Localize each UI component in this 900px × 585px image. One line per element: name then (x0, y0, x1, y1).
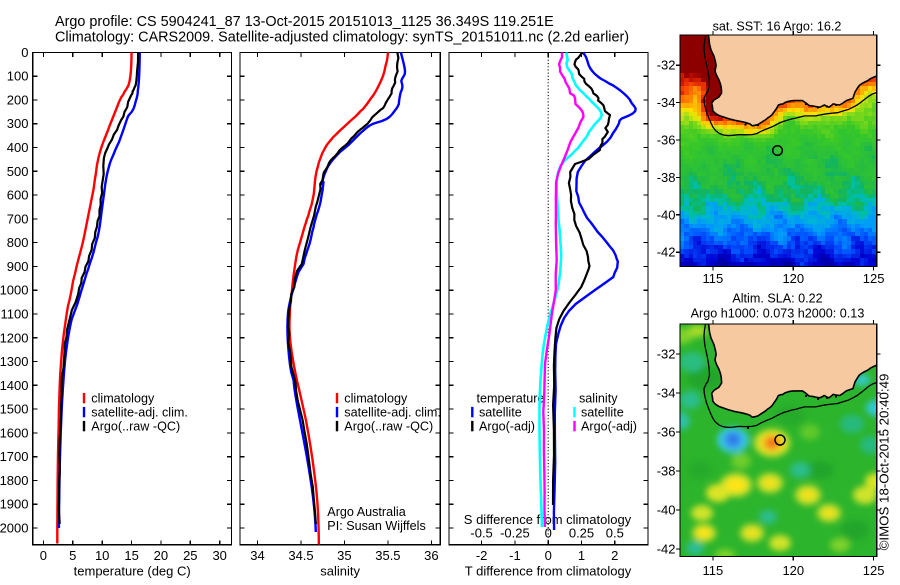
svg-text:1700: 1700 (0, 449, 29, 464)
svg-text:-40: -40 (657, 503, 676, 518)
svg-text:-40: -40 (657, 207, 676, 222)
svg-text:-36: -36 (657, 425, 676, 440)
svg-text:Argo(-adj): Argo(-adj) (479, 420, 535, 434)
svg-text:S difference from climatology: S difference from climatology (464, 512, 632, 527)
svg-text:35: 35 (337, 548, 351, 563)
svg-text:salinity: salinity (579, 392, 618, 406)
svg-text:©IMOS 18-Oct-2015 20:40:49: ©IMOS 18-Oct-2015 20:40:49 (877, 374, 892, 551)
svg-text:5: 5 (69, 548, 76, 563)
svg-text:115: 115 (703, 271, 724, 286)
svg-text:25: 25 (183, 548, 197, 563)
svg-text:sat. SST: 16 Argo: 16.2: sat. SST: 16 Argo: 16.2 (713, 20, 842, 34)
svg-text:35.5: 35.5 (375, 548, 400, 563)
svg-text:2: 2 (611, 548, 618, 563)
svg-text:34: 34 (250, 548, 264, 563)
svg-text:1100: 1100 (1, 307, 29, 322)
svg-text:1000: 1000 (0, 283, 29, 298)
svg-text:34.5: 34.5 (288, 548, 313, 563)
svg-text:temperature (deg C): temperature (deg C) (74, 563, 191, 578)
svg-text:1900: 1900 (0, 497, 29, 512)
svg-text:900: 900 (7, 259, 29, 274)
svg-text:0: 0 (545, 548, 552, 563)
svg-text:PI: Susan Wijffels: PI: Susan Wijffels (327, 519, 425, 533)
svg-text:1: 1 (578, 548, 585, 563)
svg-text:1200: 1200 (0, 330, 29, 345)
svg-text:120: 120 (782, 563, 804, 578)
svg-text:-0.25: -0.25 (500, 526, 530, 541)
svg-text:-32: -32 (657, 58, 676, 73)
svg-text:Altim. SLA: 0.22: Altim. SLA: 0.22 (732, 291, 822, 305)
svg-text:125: 125 (863, 271, 885, 286)
svg-text:-0.5: -0.5 (470, 526, 492, 541)
svg-text:satellite-adj. clim.: satellite-adj. clim. (91, 406, 188, 420)
svg-text:1400: 1400 (0, 378, 29, 393)
svg-text:1600: 1600 (0, 425, 29, 440)
svg-text:20: 20 (154, 548, 168, 563)
svg-text:-38: -38 (657, 170, 676, 185)
svg-text:600: 600 (7, 188, 29, 203)
svg-text:T difference from climatology: T difference from climatology (465, 563, 632, 578)
svg-text:200: 200 (7, 93, 29, 108)
svg-text:satellite: satellite (479, 406, 522, 420)
svg-text:300: 300 (7, 116, 29, 131)
svg-text:satellite-adj. clim.: satellite-adj. clim. (344, 406, 441, 420)
svg-text:-34: -34 (657, 386, 676, 401)
svg-text:-34: -34 (657, 95, 676, 110)
svg-text:0.25: 0.25 (569, 526, 594, 541)
svg-text:-42: -42 (657, 245, 676, 260)
svg-text:10: 10 (95, 548, 109, 563)
svg-text:700: 700 (7, 211, 29, 226)
svg-text:2000: 2000 (0, 521, 29, 536)
svg-text:1800: 1800 (0, 473, 29, 488)
svg-text:100: 100 (7, 69, 29, 84)
svg-text:climatology: climatology (344, 392, 408, 406)
svg-text:125: 125 (863, 563, 885, 578)
svg-text:satellite: satellite (581, 406, 624, 420)
svg-text:500: 500 (7, 164, 29, 179)
svg-text:climatology: climatology (91, 392, 155, 406)
svg-text:Argo(..raw -QC): Argo(..raw -QC) (91, 420, 180, 434)
svg-text:0: 0 (40, 548, 47, 563)
svg-text:30: 30 (212, 548, 226, 563)
svg-text:1300: 1300 (0, 354, 29, 369)
svg-text:-32: -32 (657, 347, 676, 362)
svg-text:36: 36 (424, 548, 438, 563)
svg-text:0.5: 0.5 (606, 526, 624, 541)
svg-text:115: 115 (703, 563, 724, 578)
svg-text:1500: 1500 (0, 402, 29, 417)
svg-text:0: 0 (545, 526, 552, 541)
svg-text:Argo Australia: Argo Australia (327, 505, 405, 519)
svg-text:Argo profile: CS 5904241_87 13: Argo profile: CS 5904241_87 13-Oct-2015 … (55, 14, 554, 30)
svg-text:Argo h1000: 0.073 h2000: 0.13: Argo h1000: 0.073 h2000: 0.13 (691, 306, 865, 320)
svg-text:0: 0 (21, 45, 28, 60)
svg-text:800: 800 (7, 235, 29, 250)
svg-text:-42: -42 (657, 542, 676, 557)
svg-text:salinity: salinity (320, 563, 360, 578)
svg-text:-1: -1 (509, 548, 521, 563)
svg-text:400: 400 (7, 140, 29, 155)
svg-text:Argo(-adj): Argo(-adj) (581, 420, 637, 434)
svg-text:-36: -36 (657, 133, 676, 148)
svg-text:-2: -2 (476, 548, 488, 563)
svg-text:120: 120 (782, 271, 804, 286)
svg-text:-38: -38 (657, 464, 676, 479)
svg-text:Argo(..raw -QC): Argo(..raw -QC) (344, 420, 433, 434)
svg-text:temperature: temperature (477, 392, 545, 406)
svg-text:Climatology: CARS2009. Satelli: Climatology: CARS2009. Satellite-adjuste… (55, 30, 629, 46)
svg-text:15: 15 (124, 548, 138, 563)
